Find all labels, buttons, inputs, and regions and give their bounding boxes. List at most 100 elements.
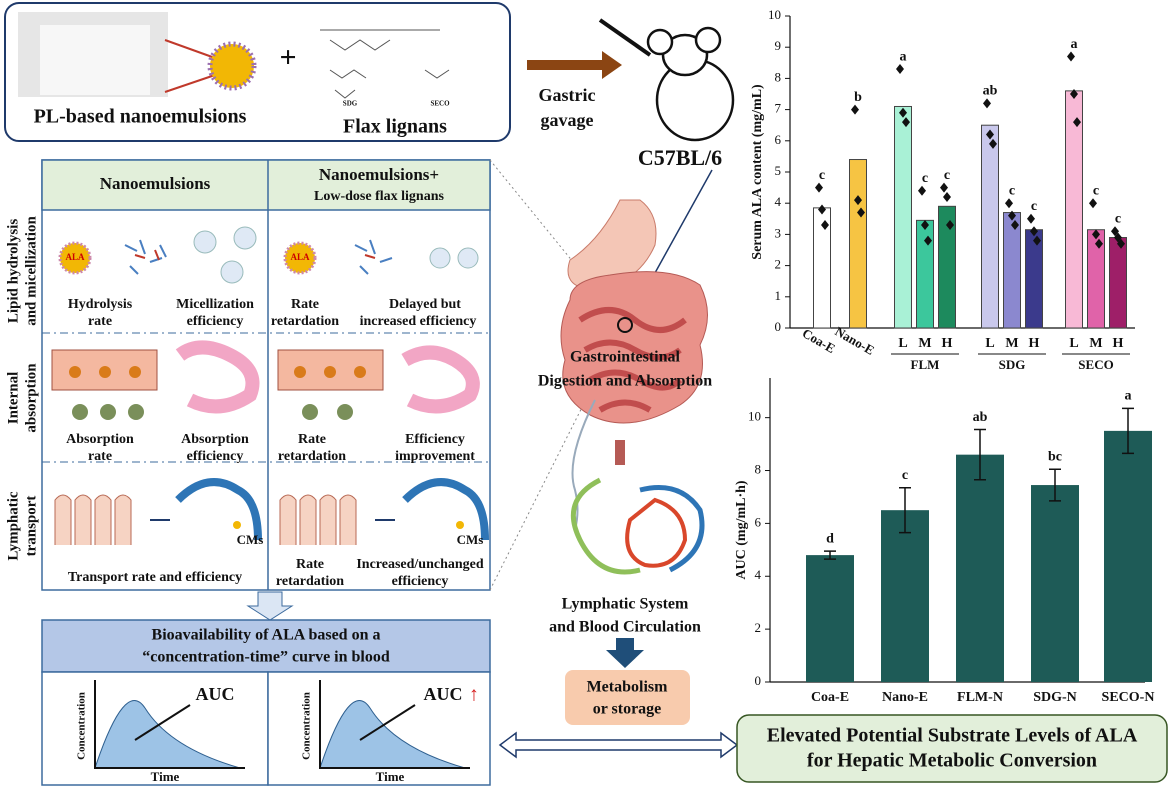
icon-label: CMs [237, 532, 264, 547]
label: Flax lignans [343, 116, 447, 138]
row-label: absorption [23, 363, 39, 433]
caption: Delayed but [389, 297, 461, 312]
fatty-acids [124, 239, 393, 275]
micelles [193, 226, 479, 284]
axis-label: Concentration [76, 692, 88, 760]
bar [1025, 229, 1043, 329]
caption: Micellization [176, 297, 254, 312]
title: “concentration-time” curve in blood [142, 649, 390, 666]
conclusion: Elevated Potential Substrate Levels of A… [767, 725, 1138, 747]
row-label: and micellization [23, 216, 39, 326]
fate-box [565, 670, 690, 725]
data-point [1030, 226, 1038, 237]
row-label: Lipid hydrolysis [5, 219, 21, 324]
y-tick-label: 2 [775, 257, 782, 272]
caption: Rate [291, 297, 319, 312]
caption: Absorption [66, 432, 134, 447]
x-tick-label: Nano-E [882, 690, 928, 705]
x-tick-label: L [898, 336, 907, 351]
data-point [1008, 210, 1016, 221]
y-tick-label: 0 [775, 319, 782, 334]
error-bar [974, 428, 986, 481]
caption: Efficiency [405, 432, 465, 447]
caption: Hydrolysis [68, 297, 133, 312]
data-point [986, 129, 994, 140]
y-tick-label: 6 [775, 132, 782, 147]
data-point [1117, 238, 1125, 249]
x-tick-label: SECO-N [1102, 690, 1155, 705]
header: Nanoemulsions+ [319, 165, 439, 184]
x-tick-label: Coa-E [811, 690, 849, 705]
caption: rate [88, 449, 112, 464]
structure [320, 29, 450, 99]
x-tick-label: H [942, 336, 953, 351]
significance-label: c [944, 168, 950, 183]
emulsion [40, 25, 150, 95]
strain: C57BL/6 [638, 145, 722, 170]
bar [1031, 485, 1079, 682]
caption: rate [88, 314, 112, 329]
x-tick-label: Coa-E [800, 325, 838, 356]
y-tick-label: 10 [748, 409, 761, 424]
significance-label: c [1115, 211, 1121, 226]
data-point [1073, 117, 1081, 128]
x-tick-label: Nano-E [833, 324, 877, 358]
bar [916, 219, 934, 329]
title: Bioavailability of ALA based on a [152, 627, 381, 644]
x-tick-label: H [1113, 336, 1124, 351]
significance-label: ab [983, 84, 998, 99]
significance-label: c [1031, 199, 1037, 214]
droplet [283, 241, 317, 275]
x-tick-label: M [1089, 336, 1102, 351]
label: Digestion and Absorption [538, 373, 712, 390]
y-tick-label: 7 [775, 101, 782, 116]
data-point [815, 182, 823, 193]
error-bar [899, 486, 911, 534]
mouse [598, 18, 735, 142]
bar [881, 510, 929, 682]
significance-label: bc [1048, 449, 1062, 464]
bar [1104, 430, 1152, 682]
structure-label: SDG [343, 100, 358, 108]
significance-label: ab [973, 410, 988, 425]
mini-plot [94, 680, 470, 769]
y-tick-label: 8 [755, 462, 762, 477]
y-tick-label: 9 [775, 38, 782, 53]
bar [849, 159, 867, 329]
y-tick-label: 5 [775, 163, 782, 178]
data-point [902, 117, 910, 128]
significance-label: a [1125, 389, 1132, 404]
significance-label: b [854, 90, 862, 105]
bar [1003, 212, 1021, 329]
data-point [918, 185, 926, 196]
data-point [1027, 213, 1035, 224]
axis-label: Time [151, 769, 180, 784]
fatty-acids [134, 249, 376, 261]
x-tick-label: M [918, 336, 931, 351]
label: Gastrointestinal [570, 349, 680, 366]
y-axis-label: Serum ALA content (mg/mL) [750, 84, 765, 260]
data-point [1089, 198, 1097, 209]
label: Lymphatic System [562, 596, 689, 613]
caption: retardation [276, 574, 344, 589]
x-tick-label: SDG-N [1033, 690, 1077, 705]
caption: retardation [271, 314, 339, 329]
bar [1065, 90, 1083, 329]
data-point [921, 220, 929, 231]
significance-label: d [826, 531, 834, 546]
data-point [1011, 220, 1019, 231]
caption: efficiency [392, 574, 449, 589]
bar [981, 124, 999, 329]
data-point [924, 235, 932, 246]
focus [617, 317, 633, 333]
row-label: transport [23, 496, 39, 557]
caption: Rate [298, 432, 326, 447]
annotation-arrow: ↑ [469, 684, 479, 706]
label: and Blood Circulation [549, 619, 701, 636]
data-point [940, 182, 948, 193]
data-point [1067, 51, 1075, 62]
significance-label: c [1093, 183, 1099, 198]
significance-label: c [1009, 183, 1015, 198]
y-tick-label: 8 [775, 69, 782, 84]
icon-label: CMs [457, 532, 484, 547]
